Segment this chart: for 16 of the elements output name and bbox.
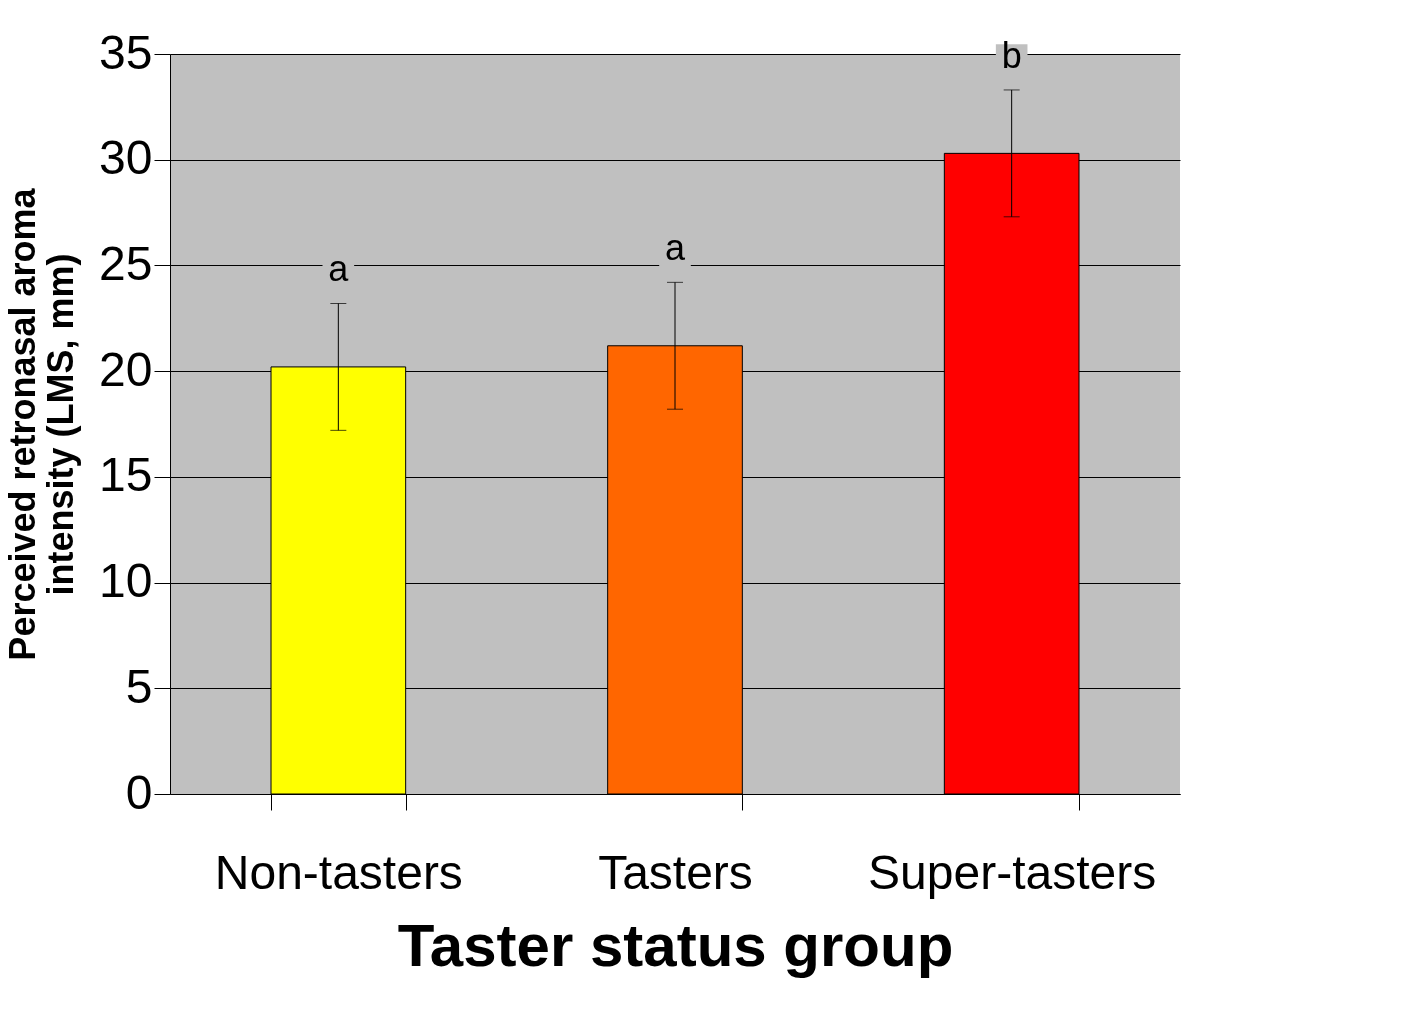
y-tick-label: 10 <box>99 554 153 608</box>
x-tick-label: Tasters <box>598 845 753 899</box>
y-tick-label: 0 <box>125 765 153 819</box>
x-tick-label: Super-tasters <box>868 845 1157 899</box>
y-tick-label: 15 <box>99 448 153 502</box>
x-tick-label: Non-tasters <box>214 845 463 899</box>
y-tick-label: 25 <box>99 236 153 290</box>
y-tick-label: 35 <box>99 25 153 79</box>
annotation: b <box>1001 34 1022 76</box>
x-axis-title: Taster status group <box>397 911 954 979</box>
annotation: a <box>328 248 350 290</box>
y-tick-label: 30 <box>99 131 153 185</box>
y-tick-label: 5 <box>125 659 153 713</box>
y-axis-title: Perceived retronasal aroma intensity (LMS, mm) <box>2 187 82 661</box>
annotation: a <box>664 227 686 269</box>
y-tick-label: 20 <box>99 342 153 396</box>
